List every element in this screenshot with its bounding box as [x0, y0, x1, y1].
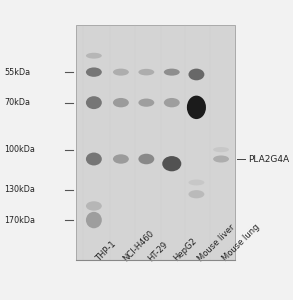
Ellipse shape — [188, 190, 205, 198]
Ellipse shape — [213, 155, 229, 163]
Ellipse shape — [188, 69, 205, 80]
Ellipse shape — [138, 69, 154, 75]
FancyBboxPatch shape — [76, 25, 235, 260]
Ellipse shape — [113, 69, 129, 76]
Text: 55kDa: 55kDa — [4, 68, 30, 76]
Text: HepG2: HepG2 — [172, 236, 198, 263]
Ellipse shape — [113, 98, 129, 107]
Ellipse shape — [162, 156, 181, 171]
Text: HT-29: HT-29 — [146, 239, 170, 263]
Ellipse shape — [164, 98, 180, 107]
Ellipse shape — [164, 69, 180, 76]
Text: 130kDa: 130kDa — [4, 185, 35, 194]
Ellipse shape — [187, 96, 206, 119]
Ellipse shape — [86, 212, 102, 228]
Ellipse shape — [138, 98, 154, 107]
Ellipse shape — [86, 152, 102, 166]
Ellipse shape — [86, 68, 102, 77]
Ellipse shape — [188, 180, 205, 185]
Ellipse shape — [138, 154, 154, 164]
Text: Mouse liver: Mouse liver — [196, 222, 237, 263]
Text: 70kDa: 70kDa — [4, 98, 30, 107]
Text: THP-1: THP-1 — [94, 239, 118, 263]
Text: NCI-H460: NCI-H460 — [121, 228, 156, 263]
Text: 170kDa: 170kDa — [4, 216, 35, 225]
Text: PLA2G4A: PLA2G4A — [248, 154, 289, 164]
Ellipse shape — [113, 154, 129, 164]
Ellipse shape — [86, 53, 102, 58]
Text: Mouse lung: Mouse lung — [221, 222, 262, 263]
Ellipse shape — [86, 201, 102, 211]
Ellipse shape — [86, 96, 102, 109]
Text: 100kDa: 100kDa — [4, 145, 35, 154]
Ellipse shape — [213, 147, 229, 152]
